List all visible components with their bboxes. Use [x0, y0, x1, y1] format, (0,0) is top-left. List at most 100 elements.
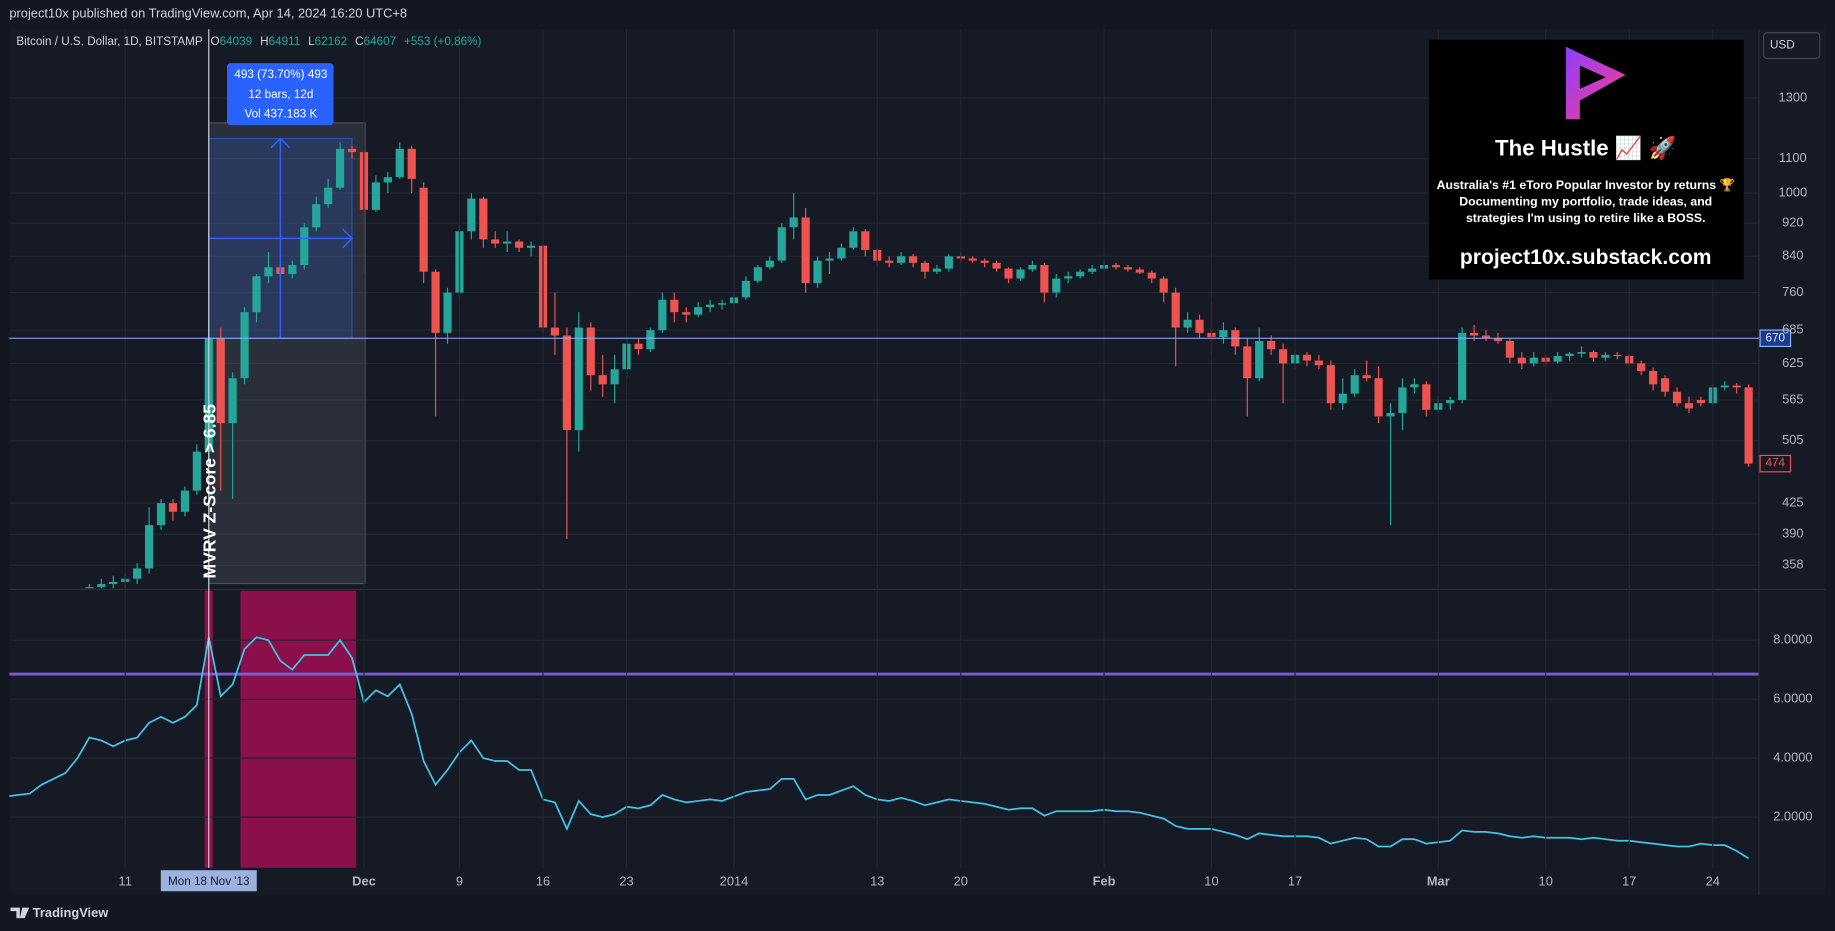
- candle-body: [1672, 391, 1682, 404]
- x-tick-label: 13: [870, 873, 884, 888]
- candle-body: [574, 327, 583, 431]
- footer: TradingView: [33, 905, 110, 920]
- candle-body: [598, 375, 607, 385]
- candle-body: [849, 231, 858, 248]
- candle-body: [1458, 332, 1467, 401]
- candle-body: [765, 260, 774, 268]
- candle-body: [168, 503, 178, 512]
- candle-body: [1314, 360, 1324, 366]
- candle-body: [491, 239, 500, 244]
- candle-body: [741, 280, 751, 298]
- candle-body: [586, 327, 595, 376]
- price-line-tag: [1759, 329, 1792, 348]
- candle-body: [1219, 330, 1228, 338]
- x-tick-label: 2014: [720, 873, 749, 888]
- candle-body: [1195, 319, 1204, 333]
- candle-body: [1111, 265, 1121, 268]
- candle-body: [1684, 403, 1694, 409]
- candle-body: [908, 256, 918, 263]
- candle-body: [526, 245, 536, 248]
- y-tick-label: 565: [1782, 391, 1803, 406]
- candle-body: [658, 299, 667, 331]
- ohlc-value: 64039: [220, 35, 253, 48]
- promo-line: Australia's #1 eToro Popular Investor by…: [1437, 177, 1735, 192]
- x-tick-label: 10: [1539, 873, 1553, 888]
- candle-body: [1088, 268, 1097, 272]
- x-tick-label: 17: [1288, 873, 1302, 888]
- y-tick-label: 505: [1782, 432, 1803, 447]
- candle-body: [789, 217, 798, 228]
- candle-body: [634, 343, 643, 350]
- candle-body: [1326, 365, 1335, 404]
- promo-logo-cut: [1579, 65, 1606, 89]
- candle-body: [1398, 387, 1407, 414]
- candle-body: [1696, 400, 1705, 404]
- candle-body: [717, 303, 727, 305]
- candle-body: [371, 182, 380, 210]
- promo-title: The Hustle 📈 🚀: [1495, 135, 1677, 161]
- x-tick-label: 9: [456, 873, 463, 888]
- candle-body: [383, 177, 392, 183]
- candle-body: [85, 587, 94, 589]
- y-tick-label: 2.0000: [1773, 809, 1812, 824]
- candle-body: [1004, 268, 1013, 279]
- candle-body: [1243, 346, 1252, 379]
- promo-box: The Hustle 📈 🚀 Australia's #1 eToro Popu…: [1428, 39, 1744, 280]
- y-tick-label: 1000: [1779, 185, 1808, 200]
- y-tick-label: 760: [1782, 284, 1803, 299]
- currency-label[interactable]: USD: [1770, 39, 1795, 52]
- candle-body: [1350, 375, 1359, 394]
- y-tick-label: 358: [1782, 557, 1803, 572]
- x-tick-label: Mar: [1427, 873, 1450, 888]
- candle-body: [240, 312, 249, 379]
- x-tick-label: 17: [1622, 873, 1636, 888]
- currency-button[interactable]: [1763, 32, 1821, 60]
- candle-body: [1565, 353, 1574, 356]
- candle-body: [1064, 276, 1073, 279]
- y-tick-label: 920: [1782, 215, 1803, 230]
- y-tick-label: 1300: [1779, 89, 1808, 104]
- candle-body: [479, 198, 488, 240]
- candle-body: [347, 148, 357, 153]
- candle-body: [144, 525, 154, 569]
- x-tick-label: 20: [954, 873, 968, 888]
- legend: Bitcoin / U.S. Dollar, 1D, BITSTAMP O640…: [16, 35, 481, 48]
- ohlc-label: C: [355, 35, 363, 48]
- ohlc-value: 64607: [364, 35, 397, 48]
- candle-body: [288, 265, 297, 274]
- candle-body: [920, 262, 930, 272]
- arrow-head: [270, 137, 291, 149]
- candle-body: [1577, 352, 1586, 354]
- candle-body: [646, 330, 655, 350]
- last-price-tag: [1759, 454, 1792, 473]
- candle-body: [813, 260, 822, 284]
- crosshair-tag: [160, 870, 257, 892]
- candle-body: [1601, 354, 1610, 358]
- candle-body: [753, 267, 762, 281]
- candle-body: [1493, 338, 1503, 341]
- candle-body: [419, 187, 428, 272]
- candle-body: [682, 312, 691, 315]
- candle-body: [1660, 378, 1670, 392]
- ohlc-label: H: [260, 35, 268, 48]
- x-tick-label: 10: [1204, 873, 1218, 888]
- candle-body: [156, 503, 166, 526]
- candle-body: [550, 327, 560, 336]
- candle-body: [992, 262, 1001, 269]
- candle-body: [515, 241, 524, 248]
- ohlc-label: L: [308, 35, 315, 48]
- arrow-head: [342, 228, 354, 249]
- candle-body: [1469, 332, 1479, 336]
- x-tick-label: 23: [619, 873, 633, 888]
- candle-body: [109, 581, 118, 585]
- candle-body: [1386, 413, 1395, 417]
- change: +553 (+0.86%): [404, 35, 481, 48]
- y-tick-label: 685: [1782, 322, 1803, 337]
- candle-body: [1529, 357, 1538, 364]
- candle-body: [335, 148, 345, 188]
- candle-body: [228, 378, 237, 424]
- candle-body: [670, 299, 679, 313]
- promo-line: Documenting my portfolio, trade ideas, a…: [1459, 195, 1712, 209]
